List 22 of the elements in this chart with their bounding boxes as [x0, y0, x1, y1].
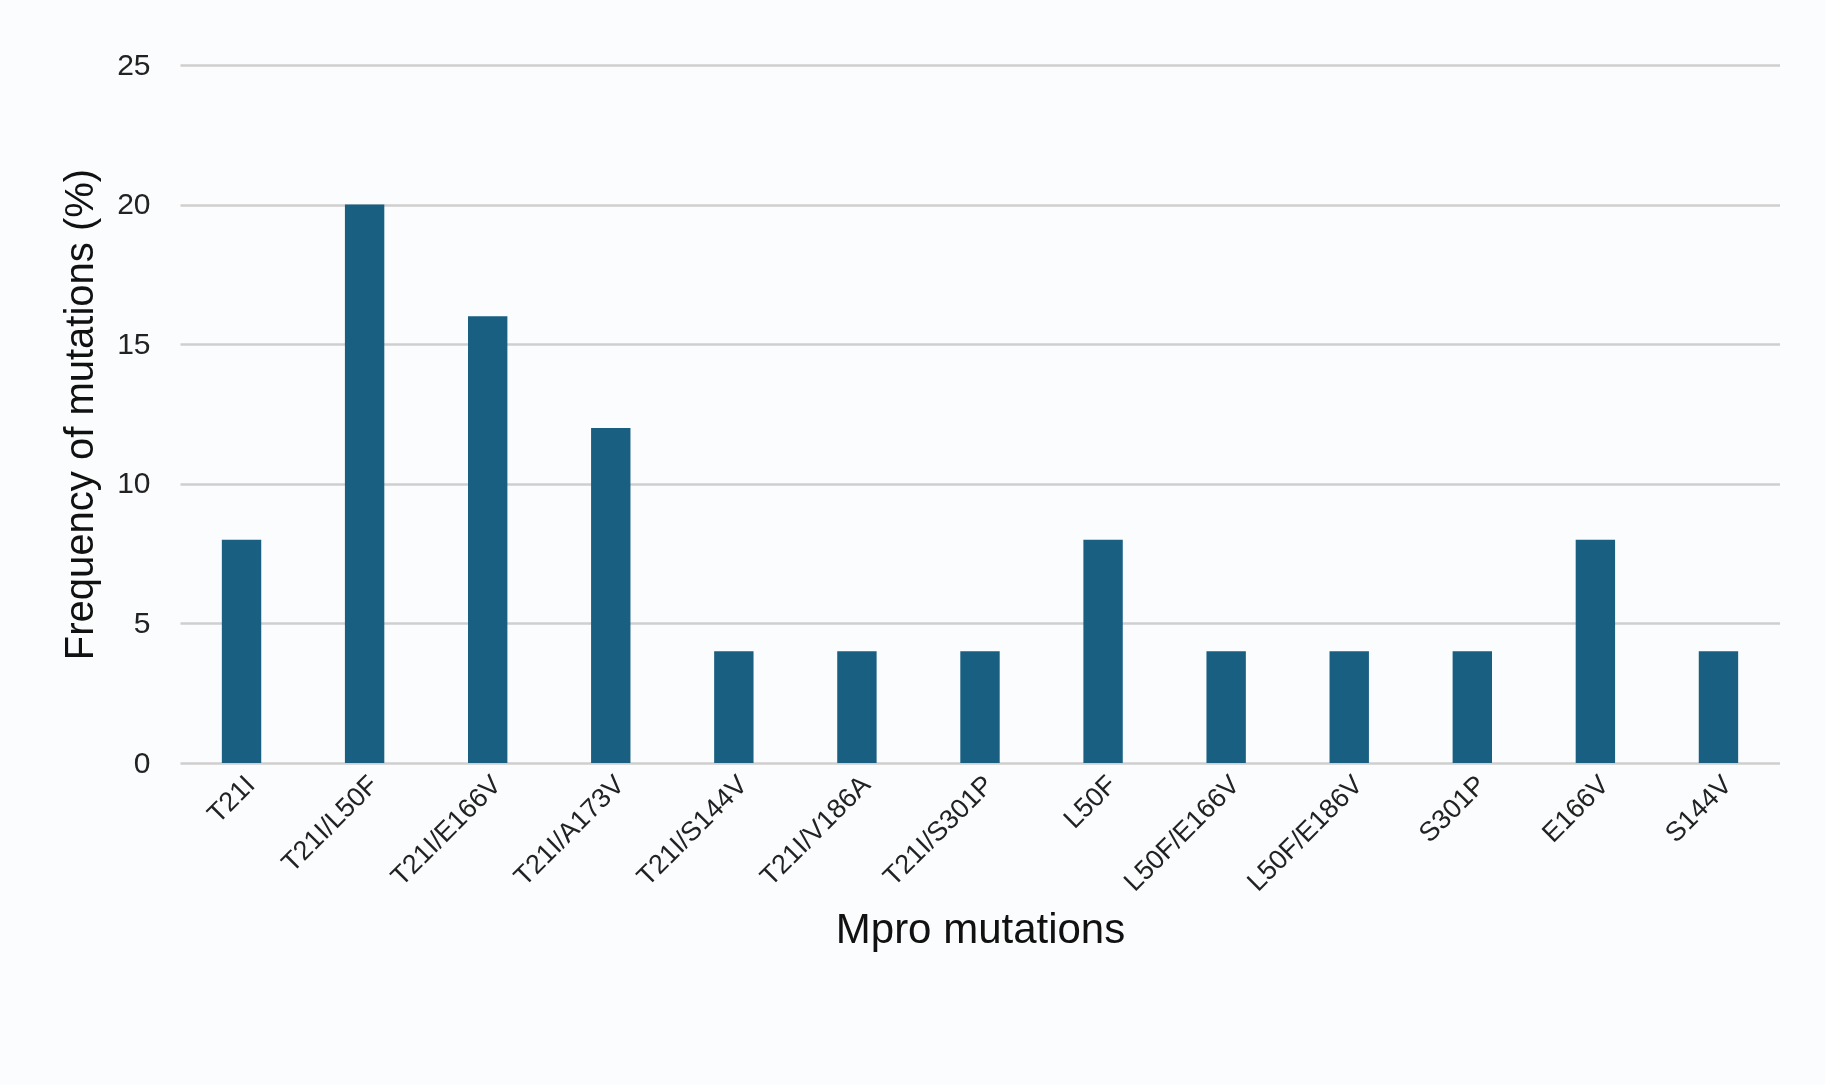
bar — [960, 651, 1000, 763]
bar — [1083, 539, 1123, 763]
y-axis-title: Frequency of mutations (%) — [57, 168, 102, 661]
bar — [1206, 651, 1246, 763]
bar — [221, 539, 262, 763]
bar — [344, 204, 385, 763]
y-tick-label: 0 — [133, 745, 151, 779]
bar — [1329, 651, 1369, 763]
y-tick-label: 5 — [133, 605, 151, 639]
bar — [714, 651, 754, 763]
bar — [837, 651, 877, 763]
bar — [591, 427, 631, 763]
y-tick-label: 10 — [117, 466, 151, 500]
bar — [1698, 651, 1739, 763]
x-axis-title: Mpro mutations — [835, 905, 1126, 953]
y-tick-label: 20 — [117, 187, 151, 221]
bar — [1575, 539, 1616, 763]
bar — [1452, 651, 1492, 763]
bar — [468, 316, 508, 763]
y-tick-label: 15 — [117, 326, 151, 360]
x-tick-label: T21I — [201, 769, 261, 829]
y-tick-label: 25 — [117, 47, 151, 81]
